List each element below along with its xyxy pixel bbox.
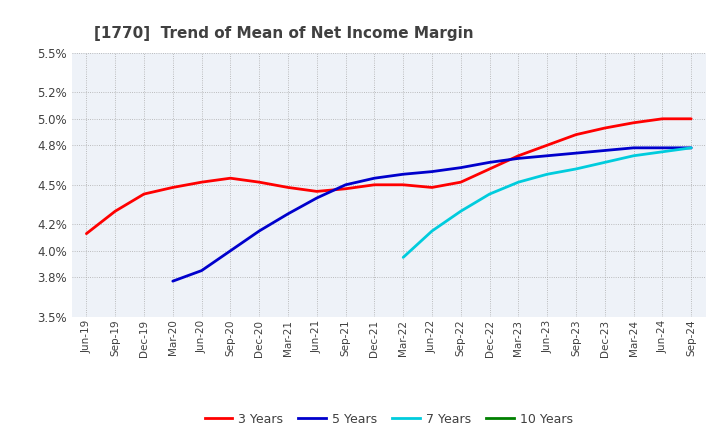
3 Years (284, 185, 292, 190)
3 Years (255, 180, 264, 185)
3 Years (658, 116, 667, 121)
3 Years (370, 182, 379, 187)
5 Years (284, 211, 292, 216)
5 Years (197, 268, 206, 273)
Legend: 3 Years, 5 Years, 7 Years, 10 Years: 3 Years, 5 Years, 7 Years, 10 Years (199, 407, 578, 430)
5 Years (687, 145, 696, 150)
3 Years (226, 176, 235, 181)
7 Years (399, 255, 408, 260)
3 Years (485, 166, 494, 172)
3 Years (82, 231, 91, 236)
3 Years (514, 153, 523, 158)
5 Years (572, 150, 580, 156)
5 Years (226, 248, 235, 253)
3 Years (197, 180, 206, 185)
5 Years (485, 160, 494, 165)
Text: [1770]  Trend of Mean of Net Income Margin: [1770] Trend of Mean of Net Income Margi… (94, 26, 473, 41)
Line: 3 Years: 3 Years (86, 119, 691, 234)
7 Years (658, 149, 667, 154)
7 Years (629, 153, 638, 158)
3 Years (543, 143, 552, 148)
5 Years (312, 195, 321, 201)
5 Years (543, 153, 552, 158)
7 Years (485, 191, 494, 197)
3 Years (140, 191, 148, 197)
3 Years (600, 125, 609, 131)
5 Years (428, 169, 436, 174)
7 Years (600, 160, 609, 165)
5 Years (514, 156, 523, 161)
7 Years (543, 172, 552, 177)
3 Years (312, 189, 321, 194)
5 Years (456, 165, 465, 170)
5 Years (341, 182, 350, 187)
5 Years (168, 279, 177, 284)
7 Years (428, 228, 436, 234)
3 Years (629, 120, 638, 125)
3 Years (687, 116, 696, 121)
3 Years (399, 182, 408, 187)
3 Years (572, 132, 580, 137)
7 Years (456, 209, 465, 214)
5 Years (399, 172, 408, 177)
Line: 5 Years: 5 Years (173, 148, 691, 281)
3 Years (341, 186, 350, 191)
3 Years (456, 180, 465, 185)
7 Years (687, 145, 696, 150)
5 Years (600, 148, 609, 153)
5 Years (629, 145, 638, 150)
5 Years (370, 176, 379, 181)
3 Years (111, 209, 120, 214)
5 Years (255, 228, 264, 234)
7 Years (572, 166, 580, 172)
7 Years (514, 180, 523, 185)
3 Years (428, 185, 436, 190)
5 Years (658, 145, 667, 150)
Line: 7 Years: 7 Years (403, 148, 691, 257)
3 Years (168, 185, 177, 190)
